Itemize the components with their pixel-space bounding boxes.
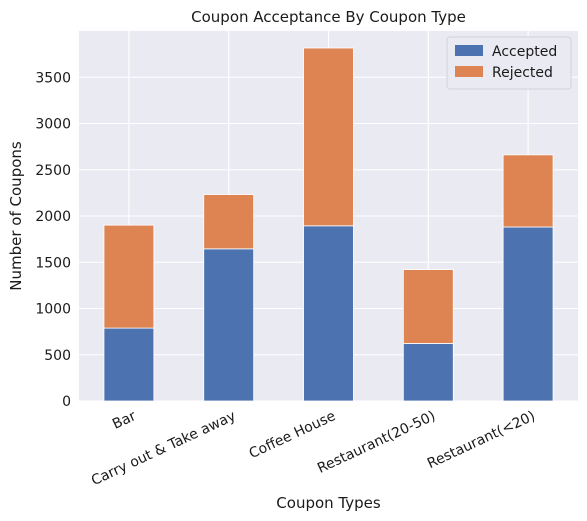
x-tick-label: Coffee House xyxy=(247,408,339,462)
bar-accepted-3 xyxy=(402,343,454,402)
y-tick-label: 2500 xyxy=(35,163,71,179)
bar-rejected-3 xyxy=(402,269,454,344)
y-axis-label: Number of Coupons xyxy=(7,141,25,291)
x-tick-label: Restaurant(<20) xyxy=(425,408,538,472)
chart-title: Coupon Acceptance By Coupon Type xyxy=(191,8,466,26)
bar-rejected-0 xyxy=(103,224,155,329)
legend-label-accepted: Accepted xyxy=(492,44,557,60)
y-axis-ticks: 0 500 1000 1500 2000 2500 3000 3500 xyxy=(35,70,71,410)
bars xyxy=(103,47,554,402)
legend-label-rejected: Rejected xyxy=(492,65,553,81)
y-tick-label: 3000 xyxy=(35,117,71,133)
y-tick-label: 2000 xyxy=(35,209,71,225)
y-tick-label: 1000 xyxy=(35,302,71,318)
bar-rejected-4 xyxy=(502,154,554,228)
legend-swatch-rejected xyxy=(455,66,483,77)
x-axis-label: Coupon Types xyxy=(276,494,381,512)
y-tick-label: 0 xyxy=(62,394,71,410)
y-tick-label: 1500 xyxy=(35,255,71,271)
legend-swatch-accepted xyxy=(455,45,483,56)
bar-accepted-1 xyxy=(203,248,255,402)
bar-accepted-0 xyxy=(103,327,155,402)
legend: Accepted Rejected xyxy=(446,36,572,90)
bar-accepted-2 xyxy=(303,225,354,402)
bar-rejected-2 xyxy=(303,47,354,227)
bar-accepted-4 xyxy=(502,226,554,402)
y-tick-label: 3500 xyxy=(35,70,71,86)
bar-rejected-1 xyxy=(203,194,255,250)
x-tick-label: Bar xyxy=(110,408,139,433)
y-tick-label: 500 xyxy=(44,348,71,364)
